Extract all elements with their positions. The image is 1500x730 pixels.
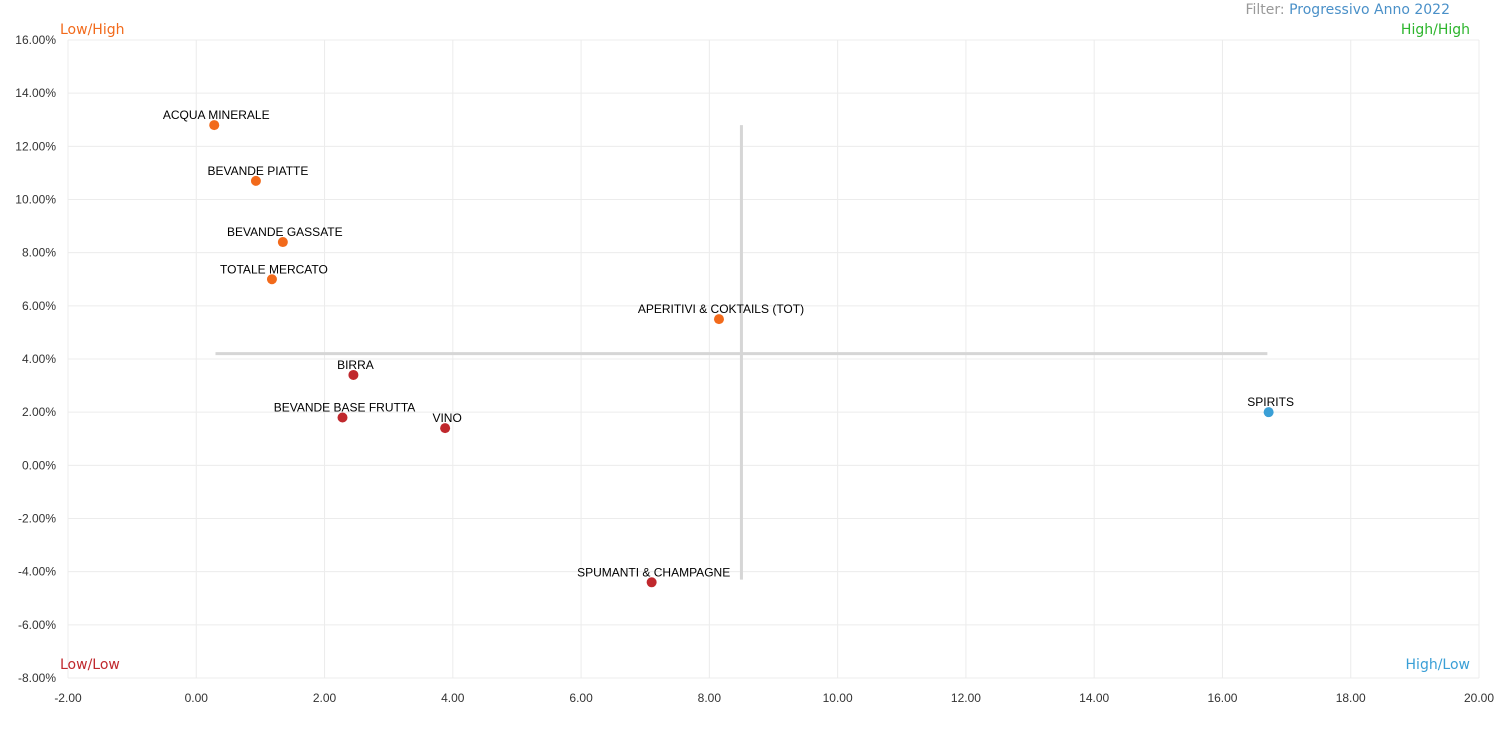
quadrant-label-bottom-right: High/Low [1406,657,1470,673]
y-tick-label: 2.00% [22,405,56,419]
data-point-group[interactable]: TOTALE MERCATO [220,262,328,285]
data-point-label: APERITIVI & COKTAILS (TOT) [638,302,804,316]
y-tick-label: -4.00% [18,565,56,579]
filter-indicator: Filter: Progressivo Anno 2022 [1245,2,1450,18]
data-point-marker[interactable] [348,369,359,380]
data-point-marker[interactable] [713,314,724,325]
data-point-group[interactable]: BEVANDE GASSATE [227,225,343,248]
x-tick-label: 2.00 [313,691,337,705]
grid-lines [67,39,1480,679]
data-point-marker[interactable] [266,274,277,285]
x-tick-label: 6.00 [569,691,593,705]
x-tick-label: 10.00 [823,691,853,705]
x-tick-label: 20.00 [1464,691,1494,705]
quadrant-label-top-right: High/High [1401,22,1470,38]
quadrant-labels: Low/High High/High Low/Low High/Low [60,22,1470,673]
x-tick-label: 16.00 [1207,691,1237,705]
data-point-label: BEVANDE PIATTE [207,164,308,178]
filter-value[interactable]: Progressivo Anno 2022 [1289,2,1450,18]
data-point-group[interactable]: ACQUA MINERALE [163,108,270,131]
data-point-label: TOTALE MERCATO [220,262,328,276]
x-axis-ticks: -2.00 0.00 2.00 4.00 6.00 8.00 10.00 12.00 14.00… [54,691,1494,705]
data-point-marker[interactable] [440,423,451,434]
x-tick-label: -2.00 [54,691,82,705]
data-point-marker[interactable] [277,237,288,248]
data-point-group[interactable]: SPIRITS [1247,395,1294,418]
data-point-label: BIRRA [337,358,374,372]
y-tick-label: 4.00% [22,352,56,366]
y-tick-label: 0.00% [22,458,56,472]
data-point-group[interactable]: SPUMANTI & CHAMPAGNE [577,565,730,588]
quadrant-label-bottom-left: Low/Low [60,657,120,673]
x-tick-label: 0.00 [185,691,209,705]
data-point-label: SPIRITS [1247,395,1294,409]
quadrant-label-top-left: Low/High [60,22,124,38]
y-tick-label: 16.00% [15,33,56,47]
data-point-marker[interactable] [1263,407,1274,418]
data-point-group[interactable]: VINO [432,411,462,434]
data-point-marker[interactable] [209,120,220,131]
y-tick-label: 12.00% [15,139,56,153]
data-points: ACQUA MINERALE BEVANDE PIATTE BEVANDE GASS… [163,108,1294,588]
data-point-group[interactable]: BIRRA [337,358,374,380]
y-axis-ticks: 16.00% 14.00% 12.00% 10.00% 8.00% 6.00% 4.00% 2… [15,33,56,685]
data-point-group[interactable]: APERITIVI & COKTAILS (TOT) [638,302,804,325]
data-point-marker[interactable] [250,175,261,186]
y-tick-label: 8.00% [22,246,56,260]
data-point-group[interactable]: BEVANDE PIATTE [207,164,308,186]
y-tick-label: 6.00% [22,299,56,313]
reference-lines [215,125,1268,580]
x-tick-label: 4.00 [441,691,465,705]
data-point-marker[interactable] [337,412,348,423]
x-tick-label: 18.00 [1336,691,1366,705]
x-tick-label: 14.00 [1079,691,1109,705]
x-tick-label: 8.00 [698,691,722,705]
data-point-marker[interactable] [646,577,657,588]
filter-label: Filter: [1245,2,1285,18]
data-point-label: VINO [432,411,461,425]
x-tick-label: 12.00 [951,691,981,705]
data-point-label: BEVANDE GASSATE [227,225,343,239]
y-tick-label: -8.00% [18,671,56,685]
y-tick-label: 10.00% [15,193,56,207]
data-point-label: ACQUA MINERALE [163,108,270,122]
y-tick-label: -6.00% [18,618,56,632]
data-point-group[interactable]: BEVANDE BASE FRUTTA [274,400,416,423]
data-point-label: SPUMANTI & CHAMPAGNE [577,565,730,579]
data-point-label: BEVANDE BASE FRUTTA [274,400,416,414]
y-tick-label: -2.00% [18,512,56,526]
y-tick-label: 14.00% [15,86,56,100]
